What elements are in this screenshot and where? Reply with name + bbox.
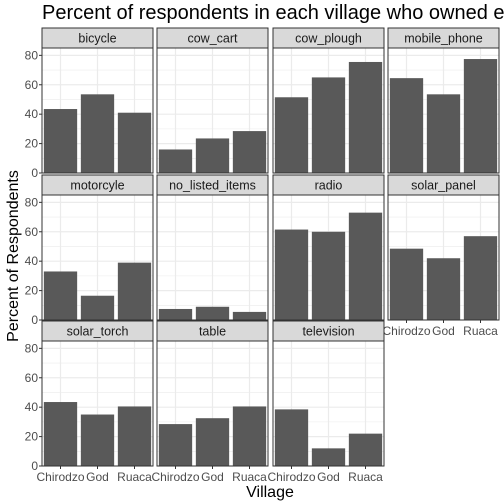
x-tick-label: God [432,324,455,338]
x-tick-label: Ruaca [232,470,267,484]
bar-radio-Chirodzo [274,229,309,320]
y-tick-label: 80 [25,48,39,62]
strip-label: table [199,325,226,339]
panel-border [387,47,500,174]
strip-label: television [302,325,354,339]
facet-cow_cart: cow_cart [156,27,269,174]
bar-radio-God [311,231,346,320]
bar-solar_torch-Ruaca [117,406,152,466]
facet-table: table Chirodzo God Ruaca [151,320,269,484]
panel-border [41,47,154,174]
panel-border [272,194,385,321]
bar-no_listed_items-God [195,306,230,320]
facet-solar_panel: solar_panel Chirodzo God Ruaca [382,174,500,338]
x-tick-label: Ruaca [117,470,152,484]
strip-label: no_listed_items [169,179,256,193]
x-tick-label: God [86,470,109,484]
strip-label: cow_plough [295,32,362,46]
bar-cow_cart-God [195,138,230,173]
strip-label: cow_cart [187,32,238,46]
chart-title: Percent of respondents in each village w… [42,2,504,24]
x-axis-label: Village [246,484,294,501]
bar-no_listed_items-Ruaca [232,311,267,320]
y-tick-label: 40 [25,400,39,414]
y-tick-label: 40 [25,107,39,121]
panel-border [156,47,269,174]
strip-label: solar_torch [67,325,129,339]
facet-radio: radio [272,174,385,321]
y-tick-label: 0 [31,313,38,327]
strip-label: bicycle [78,32,116,46]
y-tick-label: 20 [25,430,39,444]
bar-cow_plough-Chirodzo [274,97,309,173]
bar-cow_plough-Ruaca [348,61,383,173]
panel-border [272,47,385,174]
y-tick-label: 80 [25,195,39,209]
bar-cow_cart-Ruaca [232,131,267,173]
bar-television-God [311,448,346,466]
bar-radio-Ruaca [348,212,383,320]
x-tick-label: Chirodzo [267,470,315,484]
bar-bicycle-Ruaca [117,112,152,173]
bar-bicycle-Chirodzo [43,109,78,173]
y-axis-label: Percent of Respondents [5,170,22,342]
facet-panels: bicycle 0 20 40 60 80 cow_cart cow_plough mobile… [25,27,500,484]
bar-solar_torch-Chirodzo [43,402,78,466]
facet-mobile_phone: mobile_phone [387,27,500,174]
bar-no_listed_items-Chirodzo [158,308,193,320]
bar-motorcyle-Ruaca [117,262,152,320]
strip-label: radio [315,179,343,193]
bar-bicycle-God [80,94,115,173]
bar-motorcyle-God [80,295,115,320]
facet-no_listed_items: no_listed_items [156,174,269,321]
bar-cow_plough-God [311,77,346,173]
x-tick-label: Chirodzo [36,470,84,484]
y-tick-label: 0 [31,459,38,473]
facet-motorcyle: motorcyle 0 20 40 60 80 [25,174,154,327]
y-tick-label: 0 [31,166,38,180]
bar-television-Chirodzo [274,409,309,466]
bar-solar_panel-Chirodzo [389,248,424,320]
panel-border [156,194,269,321]
bar-mobile_phone-Ruaca [463,59,498,173]
y-tick-label: 20 [25,284,39,298]
y-tick-label: 60 [25,225,39,239]
strip-label: mobile_phone [404,32,483,46]
x-tick-label: God [317,470,340,484]
x-tick-label: Ruaca [348,470,383,484]
y-tick-label: 60 [25,371,39,385]
bar-solar_panel-God [426,258,461,320]
panel-border [41,194,154,321]
y-tick-label: 40 [25,254,39,268]
bar-solar_panel-Ruaca [463,236,498,320]
bar-mobile_phone-God [426,94,461,173]
facet-bicycle: bicycle 0 20 40 60 80 [25,27,154,180]
facet-solar_torch: solar_torch 0 20 40 60 80 Chirodzo God Ruaca [25,320,154,484]
y-tick-label: 20 [25,137,39,151]
x-tick-label: Chirodzo [151,470,199,484]
bar-solar_torch-God [80,414,115,466]
y-tick-label: 80 [25,341,39,355]
x-tick-label: Chirodzo [382,324,430,338]
strip-label: motorcyle [70,179,124,193]
facet-cow_plough: cow_plough [272,27,385,174]
bar-television-Ruaca [348,433,383,466]
x-tick-label: God [201,470,224,484]
strip-label: solar_panel [411,179,476,193]
facet-television: television Chirodzo God Ruaca [267,320,385,484]
y-tick-label: 60 [25,78,39,92]
x-tick-label: Ruaca [463,324,498,338]
bar-motorcyle-Chirodzo [43,271,78,320]
bar-table-God [195,418,230,466]
bar-mobile_phone-Chirodzo [389,78,424,173]
bar-cow_cart-Chirodzo [158,149,193,173]
bar-table-Ruaca [232,406,267,466]
bar-table-Chirodzo [158,424,193,466]
